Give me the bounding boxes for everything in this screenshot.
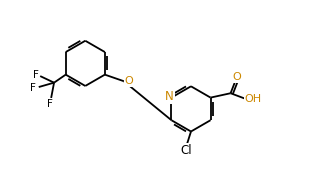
Text: O: O (233, 72, 242, 82)
Text: OH: OH (244, 94, 262, 104)
Text: O: O (124, 76, 133, 86)
Text: F: F (47, 99, 52, 109)
Text: Cl: Cl (181, 144, 192, 157)
Text: F: F (33, 70, 39, 80)
Text: N: N (165, 90, 174, 103)
Text: F: F (30, 83, 36, 93)
